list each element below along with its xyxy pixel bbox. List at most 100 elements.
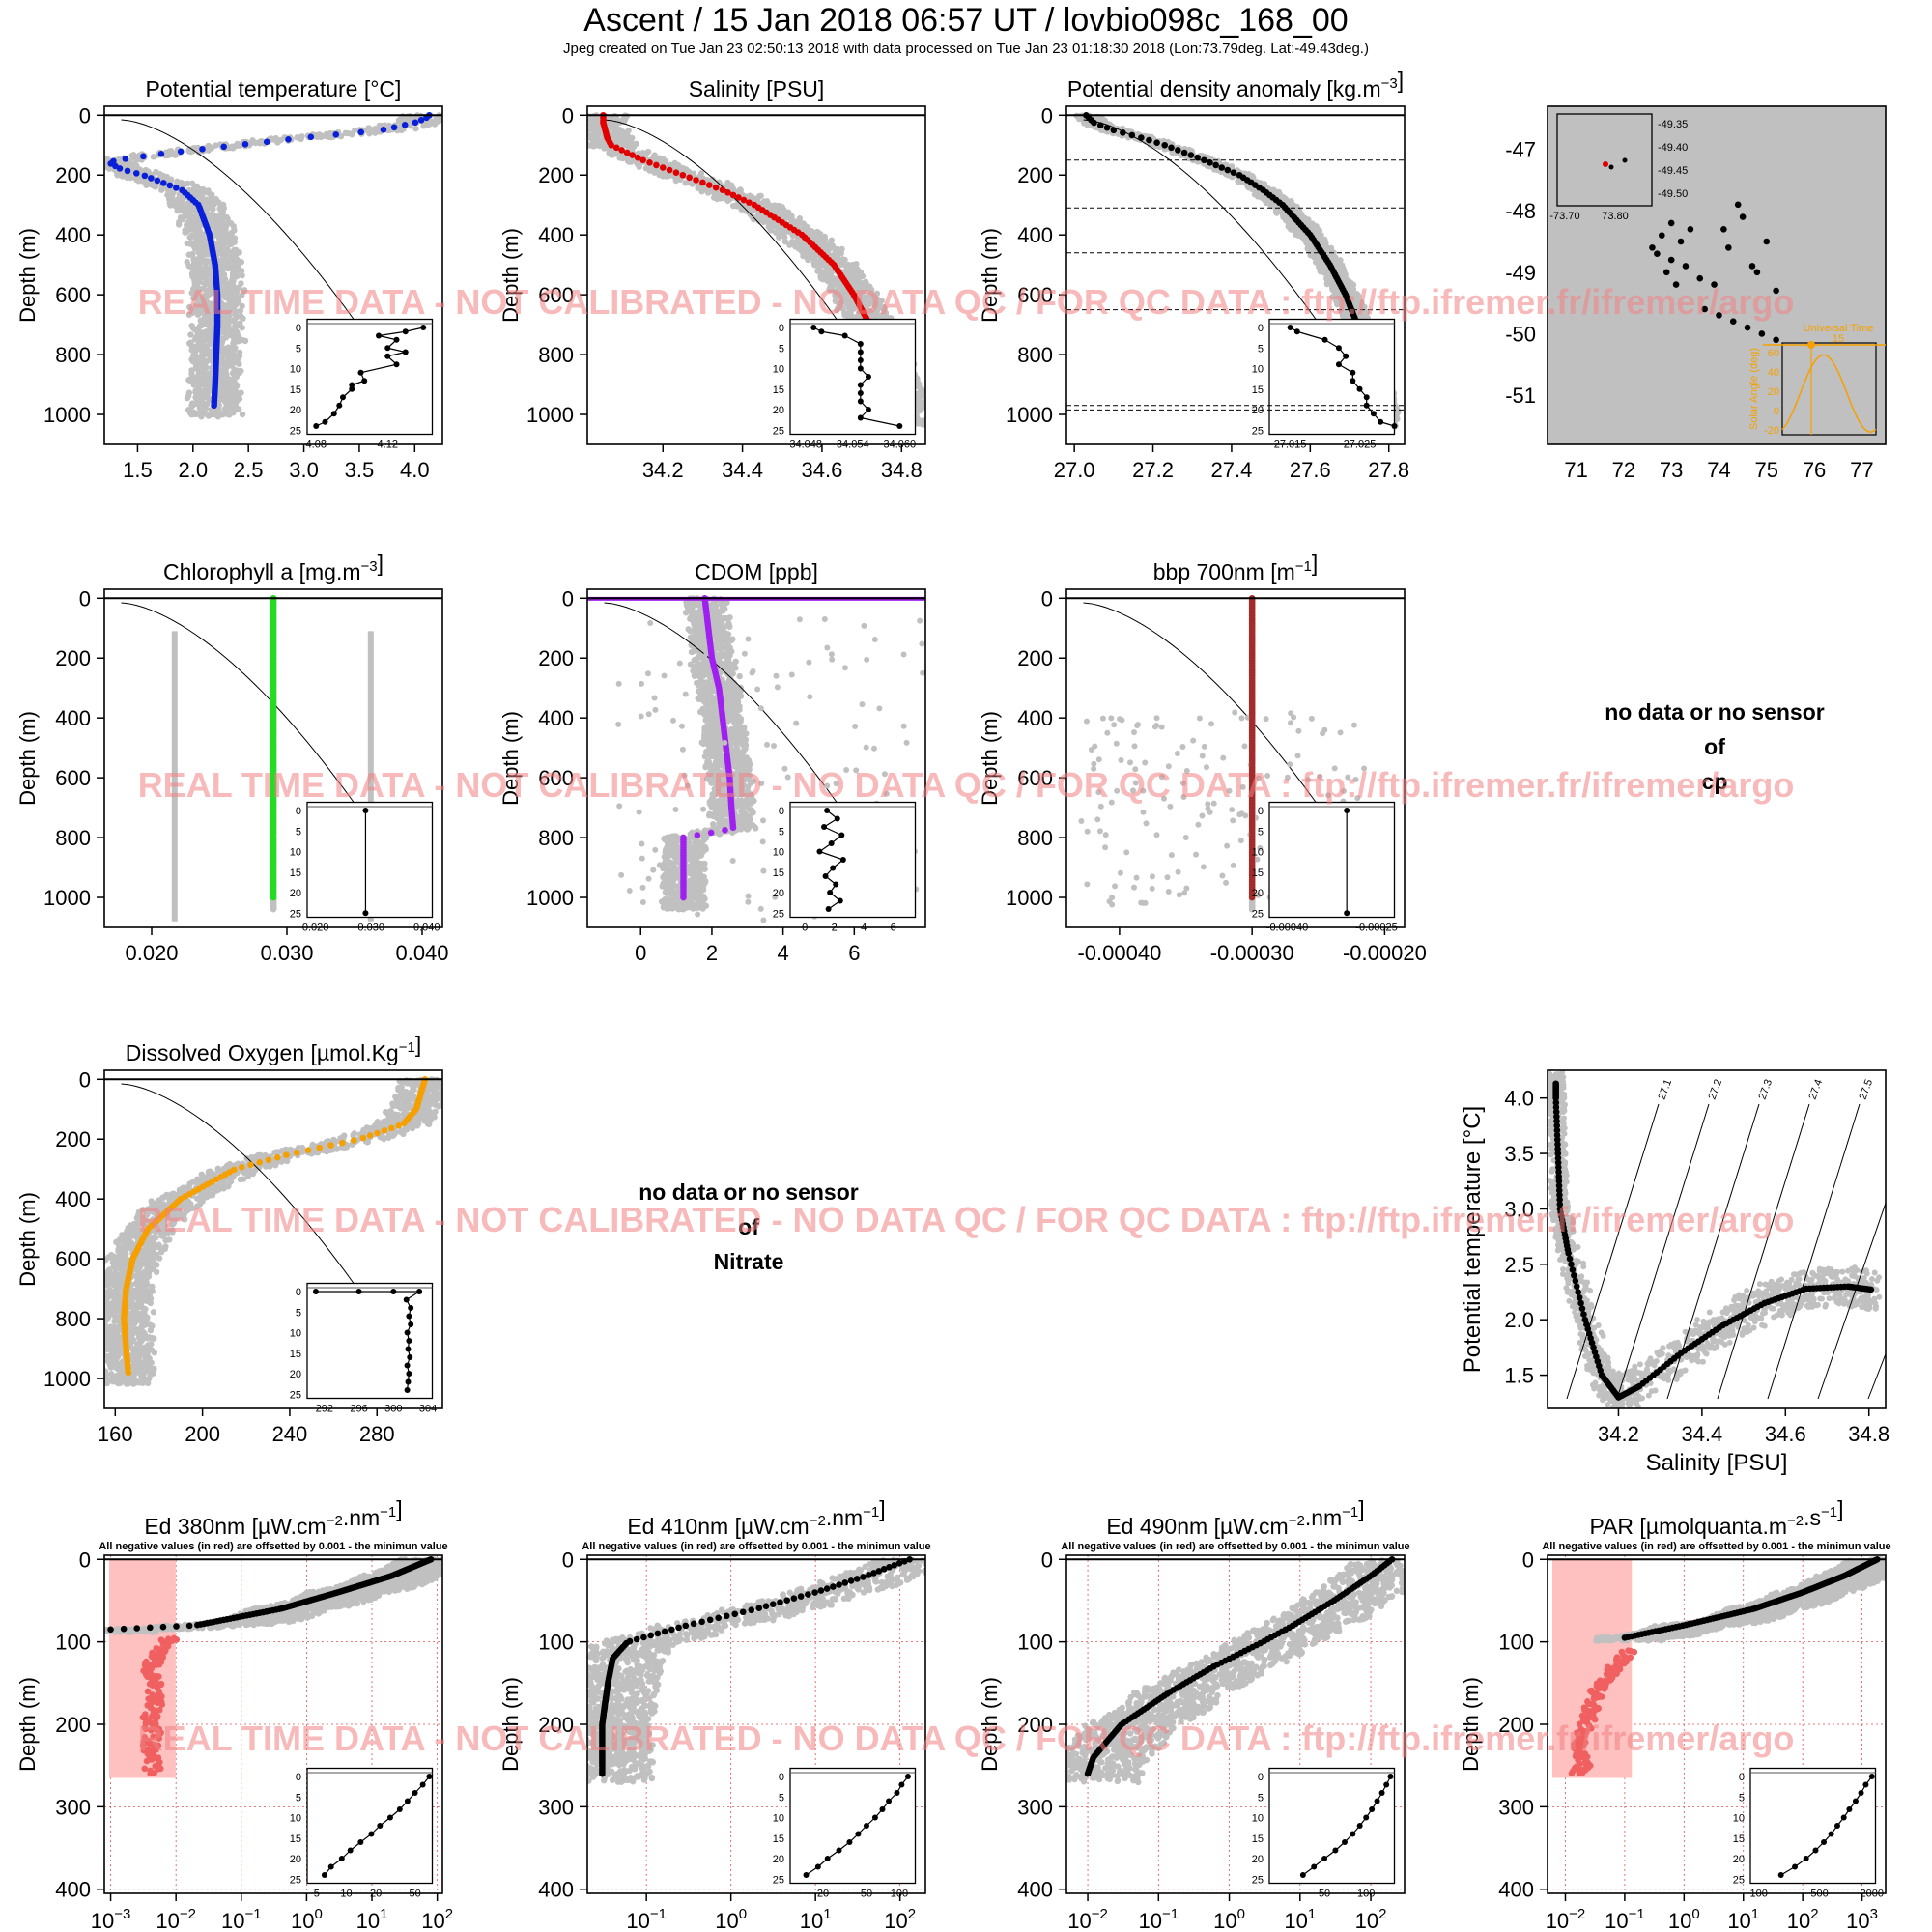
- climatology-point: [823, 246, 831, 253]
- climatology-point: [188, 367, 195, 374]
- climatology-point: [594, 137, 602, 145]
- climatology-point: [193, 183, 201, 190]
- climatology-point: [204, 251, 211, 258]
- profile-point: [220, 143, 228, 151]
- climatology-point: [213, 225, 220, 233]
- profile-point: [141, 172, 149, 180]
- climatology-point: [824, 268, 831, 274]
- climatology-point: [198, 339, 206, 346]
- inset-frame: [789, 318, 917, 436]
- inset-segment: [387, 347, 406, 354]
- inset-y-tick-label: 0: [779, 323, 784, 334]
- climatology-point: [236, 353, 243, 359]
- profile-point: [140, 153, 147, 160]
- inset-y-tick-label: 15: [290, 384, 301, 396]
- climatology-point: [765, 223, 772, 230]
- climatology-point: [918, 418, 925, 425]
- climatology-point: [258, 138, 266, 146]
- x-tick-label: 2.0: [179, 458, 209, 482]
- climatology-point: [322, 132, 329, 140]
- climatology-point: [624, 132, 632, 139]
- climatology-point: [1337, 257, 1344, 264]
- climatology-point: [205, 142, 212, 150]
- inset-x-tick-label: 4.08: [306, 440, 327, 451]
- climatology-point: [198, 347, 205, 354]
- profile-point: [672, 169, 680, 176]
- climatology-point: [95, 158, 100, 164]
- profile-point: [132, 170, 140, 177]
- climatology-point: [185, 222, 192, 230]
- climatology-point: [857, 269, 865, 275]
- climatology-point: [781, 207, 787, 213]
- climatology-point: [755, 192, 763, 200]
- climatology-point: [200, 352, 207, 359]
- climatology-point: [233, 338, 240, 345]
- climatology-point: [204, 357, 212, 364]
- climatology-point: [751, 215, 757, 223]
- inset-x-tick-label: 34.060: [883, 440, 916, 451]
- inset-segment: [359, 372, 365, 382]
- climatology-point: [171, 152, 179, 158]
- x-tick-label: 4.0: [400, 458, 430, 482]
- climatology-point: [133, 176, 140, 184]
- climatology-point: [229, 280, 236, 288]
- inset-y-tick-label: 0: [296, 323, 301, 334]
- profile-point: [211, 402, 217, 410]
- climatology-point: [219, 244, 226, 252]
- inset-segment: [378, 334, 397, 341]
- climatology-point: [853, 261, 860, 268]
- profile-point: [332, 131, 340, 138]
- climatology-point: [186, 211, 194, 217]
- climatology-point: [188, 322, 195, 329]
- climatology-point: [217, 384, 224, 391]
- climatology-point: [327, 133, 335, 141]
- profile-point: [307, 133, 315, 141]
- title-part: Salinity [PSU]: [689, 76, 825, 101]
- climatology-point: [817, 272, 824, 280]
- climatology-point: [710, 194, 718, 201]
- climatology-point: [231, 366, 238, 373]
- profile-point: [199, 146, 206, 153]
- climatology-point: [817, 240, 824, 247]
- climatology-point: [626, 140, 633, 147]
- climatology-point: [576, 125, 582, 130]
- climatology-point: [832, 292, 838, 298]
- profile-point: [116, 165, 124, 172]
- climatology-point: [230, 223, 237, 230]
- climatology-point: [203, 299, 210, 307]
- climatology-point: [202, 330, 209, 337]
- inset-segment: [405, 327, 424, 332]
- climatology-point: [606, 150, 612, 156]
- climatology-point: [801, 243, 809, 250]
- inset-segment: [315, 421, 326, 427]
- y-axis-label: Depth (m): [15, 228, 40, 323]
- profile-point: [693, 177, 699, 184]
- climatology-point: [185, 199, 192, 207]
- climatology-point: [219, 209, 226, 215]
- climatology-point: [222, 284, 229, 292]
- inset-y-tick-label: 10: [290, 364, 301, 376]
- climatology-point: [143, 182, 150, 188]
- x-tick-label: 34.8: [881, 458, 923, 482]
- climatology-point: [221, 275, 229, 282]
- climatology-point: [190, 270, 197, 277]
- climatology-point: [625, 156, 633, 163]
- chart-title: Salinity [PSU]: [689, 76, 825, 101]
- climatology-point: [718, 195, 724, 202]
- profile-point: [285, 136, 292, 143]
- climatology-point: [201, 307, 208, 314]
- x-tick-label: 34.4: [722, 458, 763, 482]
- climatology-point: [166, 148, 173, 155]
- climatology-point: [179, 215, 186, 223]
- climatology-point: [235, 322, 242, 329]
- climatology-point: [233, 260, 240, 267]
- inset-y-tick-label: 20: [290, 405, 301, 416]
- inset-segment: [386, 339, 397, 349]
- profile-point: [659, 164, 667, 171]
- inset-y-tick-label: 10: [773, 364, 784, 376]
- inset-x-tick-label: 34.054: [837, 440, 869, 451]
- y-tick-label: 400: [538, 223, 574, 247]
- climatology-point: [95, 159, 100, 165]
- climatology-point: [318, 131, 325, 139]
- climatology-point: [104, 155, 110, 162]
